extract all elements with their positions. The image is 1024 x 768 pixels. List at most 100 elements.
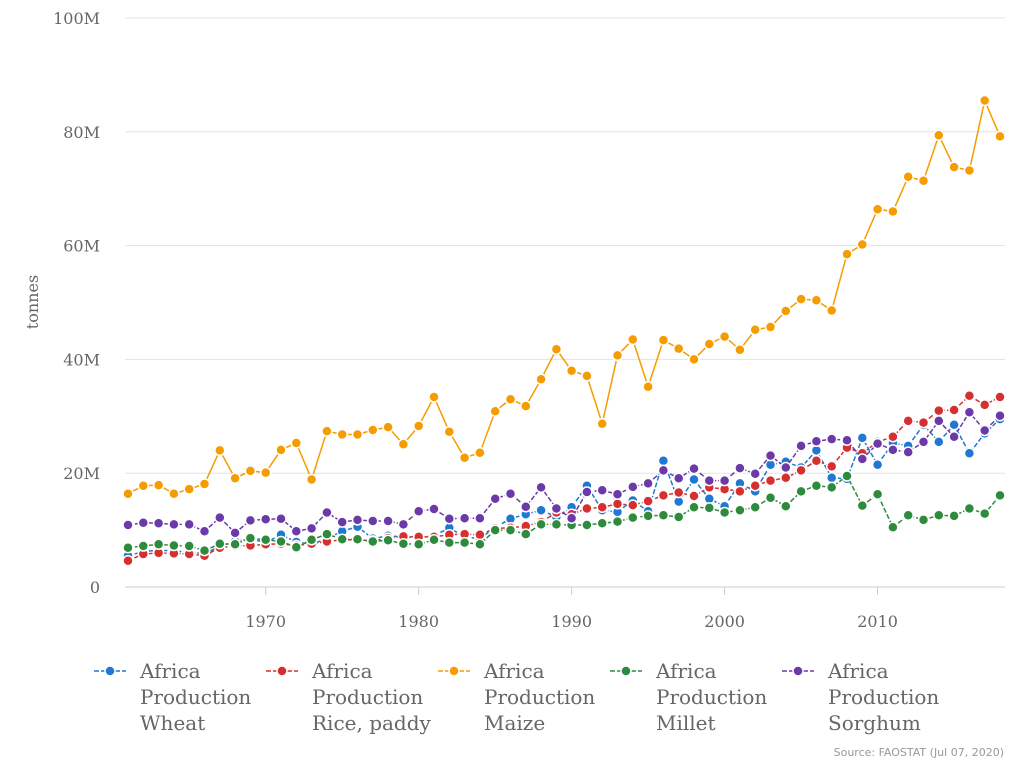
data-point[interactable] — [428, 503, 440, 515]
data-point[interactable] — [397, 518, 410, 531]
data-point[interactable] — [780, 305, 792, 317]
data-point[interactable] — [978, 399, 991, 411]
data-point[interactable] — [856, 499, 869, 512]
data-point[interactable] — [305, 534, 318, 546]
data-point[interactable] — [780, 500, 792, 512]
data-point[interactable] — [198, 478, 211, 490]
data-point[interactable] — [397, 538, 410, 550]
data-point[interactable] — [489, 405, 501, 417]
data-point[interactable] — [336, 428, 348, 441]
data-point[interactable] — [244, 532, 257, 544]
data-point[interactable] — [275, 535, 287, 548]
data-point[interactable] — [351, 514, 364, 526]
data-point[interactable] — [887, 444, 899, 456]
data-point[interactable] — [978, 94, 991, 107]
data-point[interactable] — [780, 461, 792, 474]
data-point[interactable] — [596, 484, 608, 497]
data-point[interactable] — [351, 533, 364, 545]
data-point[interactable] — [688, 462, 700, 475]
data-point[interactable] — [321, 425, 333, 437]
data-point[interactable] — [611, 488, 624, 501]
data-point[interactable] — [259, 466, 272, 479]
data-point[interactable] — [810, 294, 823, 306]
data-point[interactable] — [382, 534, 394, 547]
data-point[interactable] — [703, 338, 716, 350]
data-point[interactable] — [412, 505, 425, 518]
data-point[interactable] — [183, 540, 195, 552]
data-point[interactable] — [443, 425, 456, 438]
data-point[interactable] — [657, 464, 670, 477]
data-point[interactable] — [305, 473, 318, 486]
data-point[interactable] — [627, 333, 639, 346]
data-point[interactable] — [657, 334, 670, 346]
data-point[interactable] — [627, 511, 639, 524]
data-point[interactable] — [290, 437, 303, 449]
data-point[interactable] — [734, 504, 746, 516]
data-point[interactable] — [856, 453, 869, 465]
data-point[interactable] — [994, 489, 1006, 502]
data-point[interactable] — [137, 479, 150, 492]
data-point[interactable] — [229, 527, 241, 539]
data-point[interactable] — [917, 514, 930, 526]
data-point[interactable] — [764, 491, 777, 504]
data-point[interactable] — [795, 293, 807, 305]
data-point[interactable] — [520, 528, 532, 540]
data-point[interactable] — [795, 440, 807, 452]
data-point[interactable] — [229, 472, 241, 485]
data-point[interactable] — [764, 474, 777, 487]
data-point[interactable] — [841, 248, 853, 260]
data-point[interactable] — [489, 524, 501, 536]
data-point[interactable] — [902, 171, 914, 183]
data-point[interactable] — [780, 472, 792, 484]
data-point[interactable] — [397, 438, 410, 450]
data-point[interactable] — [672, 486, 685, 499]
data-point[interactable] — [917, 436, 930, 448]
data-point[interactable] — [214, 511, 226, 524]
legend-item[interactable]: Africa Production Maize — [436, 658, 606, 738]
data-point[interactable] — [214, 538, 226, 550]
data-point[interactable] — [657, 509, 670, 522]
data-point[interactable] — [718, 330, 731, 343]
data-point[interactable] — [642, 495, 654, 507]
data-point[interactable] — [611, 515, 624, 528]
data-point[interactable] — [596, 417, 608, 430]
data-point[interactable] — [550, 343, 563, 355]
data-point[interactable] — [963, 164, 976, 177]
data-point[interactable] — [825, 472, 838, 484]
data-point[interactable] — [550, 502, 563, 515]
data-point[interactable] — [963, 447, 976, 460]
data-point[interactable] — [856, 238, 869, 251]
data-point[interactable] — [367, 515, 379, 527]
data-point[interactable] — [642, 380, 654, 393]
data-point[interactable] — [978, 424, 991, 437]
data-point[interactable] — [535, 481, 547, 494]
data-point[interactable] — [198, 544, 211, 557]
data-point[interactable] — [933, 415, 945, 427]
data-point[interactable] — [581, 502, 593, 515]
data-point[interactable] — [902, 446, 914, 458]
data-point[interactable] — [458, 512, 471, 524]
data-point[interactable] — [183, 518, 195, 531]
data-point[interactable] — [137, 540, 150, 552]
data-point[interactable] — [596, 517, 608, 530]
data-point[interactable] — [443, 512, 456, 525]
data-point[interactable] — [672, 472, 685, 485]
data-point[interactable] — [672, 342, 685, 355]
data-point[interactable] — [458, 452, 471, 464]
data-point[interactable] — [917, 174, 930, 187]
data-point[interactable] — [382, 515, 394, 527]
data-point[interactable] — [994, 130, 1006, 143]
data-point[interactable] — [902, 509, 914, 522]
data-point[interactable] — [596, 501, 608, 514]
data-point[interactable] — [887, 431, 899, 443]
data-point[interactable] — [841, 434, 853, 446]
data-point[interactable] — [305, 522, 318, 535]
data-point[interactable] — [718, 506, 731, 519]
data-point[interactable] — [443, 536, 456, 549]
data-point[interactable] — [336, 516, 348, 528]
data-point[interactable] — [825, 481, 838, 494]
data-point[interactable] — [535, 373, 547, 386]
data-point[interactable] — [550, 518, 563, 531]
data-point[interactable] — [474, 538, 486, 551]
data-point[interactable] — [688, 490, 700, 502]
